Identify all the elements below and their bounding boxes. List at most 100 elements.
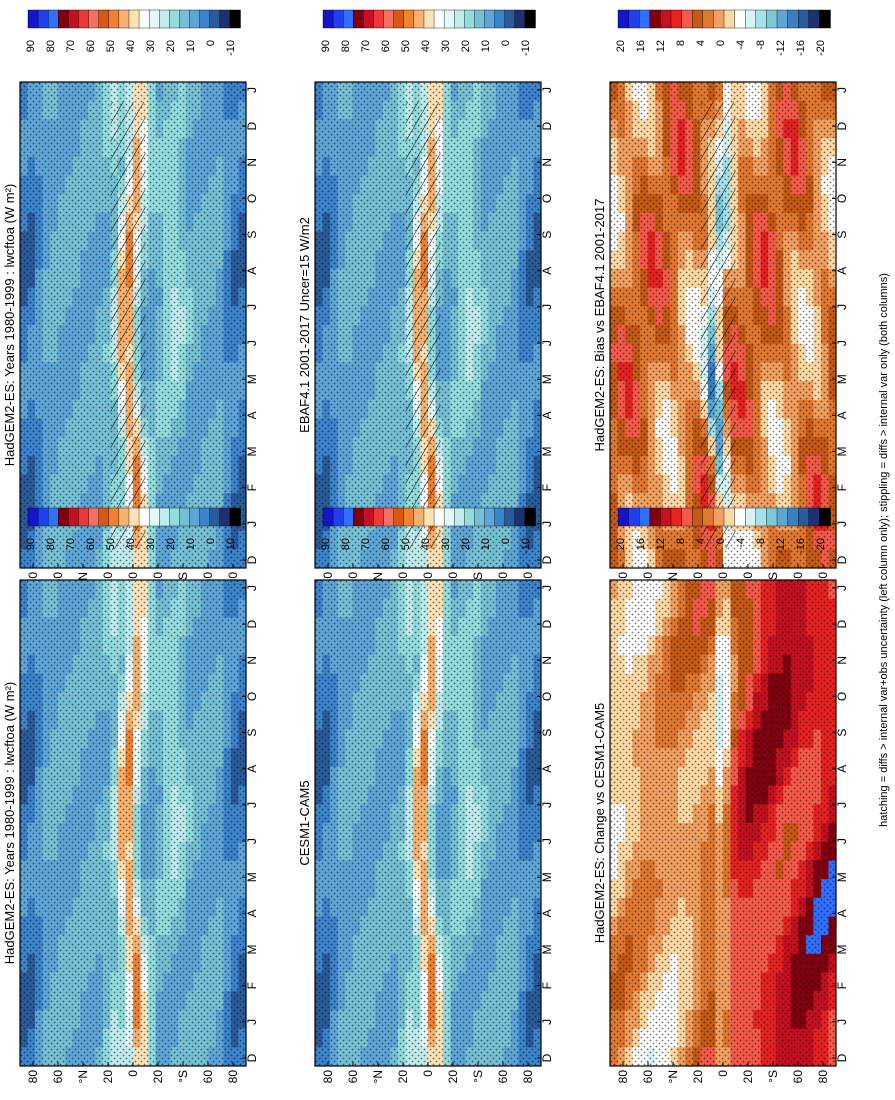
month-tick-label: M: [540, 447, 554, 457]
colorbar-label: 16: [635, 40, 647, 52]
colorbar-label: 20: [615, 40, 627, 52]
colorbar-label: 8: [675, 40, 687, 46]
month-tick-label: O: [835, 194, 849, 203]
colorbar-label: 60: [380, 538, 392, 550]
colorbar-label: 30: [145, 40, 157, 52]
colorbar-label: 90: [25, 538, 37, 550]
month-tick-label: D: [540, 121, 554, 130]
lat-tick-label: °N: [76, 1070, 90, 1083]
colorbar: 90 80 70 60 50 40 30 20 10 0 -10: [25, 507, 241, 554]
colorbar-label: 40: [125, 538, 137, 550]
colorbar-swatch: [484, 507, 496, 527]
lat-tick-label: 60: [346, 1070, 360, 1084]
colorbar-swatch: [27, 9, 39, 29]
colorbar-swatch: [423, 507, 435, 527]
colorbar-label: 60: [85, 40, 97, 52]
month-tick-label: N: [540, 656, 554, 665]
month-tick-label: F: [540, 982, 554, 989]
lat-tick-label: 60: [496, 1070, 510, 1084]
colorbar-label: 80: [340, 538, 352, 550]
panels: 80 60 °N 20 0 20 °S 60 80DJFMAMJJASONDJHadGEM2-E…: [2, 9, 849, 1084]
stippling-overlay: [315, 580, 541, 1066]
colorbar-swatch: [413, 507, 425, 527]
month-tick-label: D: [540, 1053, 554, 1062]
colorbar-swatch: [383, 9, 395, 29]
colorbar-label: 50: [400, 538, 412, 550]
colorbar-label: 40: [125, 40, 137, 52]
colorbar-swatch: [413, 9, 425, 29]
colorbar-swatch: [766, 9, 778, 29]
panel-title: HadGEM2-ES: Years 1980-1999 : lwcftoa (W…: [2, 184, 17, 467]
colorbar-label: 70: [65, 40, 77, 52]
month-tick-label: M: [540, 374, 554, 384]
month-tick-label: D: [245, 619, 259, 628]
heatmap-field: [20, 580, 246, 1066]
colorbar-swatch: [744, 9, 757, 29]
month-tick-label: J: [540, 1019, 554, 1025]
colorbar-swatch: [423, 9, 435, 29]
colorbar-label: 10: [480, 538, 492, 550]
colorbar-swatch: [787, 9, 799, 29]
month-tick-label: M: [835, 374, 849, 384]
colorbar-label: -20: [815, 40, 827, 56]
colorbar-swatch: [628, 9, 640, 29]
colorbar-swatch: [504, 507, 516, 527]
colorbar-swatch: [148, 507, 160, 527]
stippling-overlay: [20, 580, 246, 1066]
colorbar-label: 50: [400, 40, 412, 52]
colorbar-label: 70: [360, 40, 372, 52]
colorbar-label: 60: [380, 40, 392, 52]
lat-tick-label: 0: [421, 572, 435, 579]
month-tick-label: J: [245, 521, 259, 527]
colorbar-swatch: [433, 9, 445, 29]
colorbar-swatch: [138, 507, 150, 527]
colorbar-label: 12: [655, 40, 667, 52]
colorbar-swatch: [494, 9, 506, 29]
colorbar-swatch: [128, 9, 140, 29]
colorbar-swatch: [219, 507, 231, 527]
lat-tick-label: 60: [51, 1070, 65, 1084]
colorbar-swatch: [734, 9, 746, 29]
colorbar-swatch: [723, 9, 736, 29]
colorbar-swatch: [229, 507, 241, 527]
colorbar-swatch: [27, 507, 39, 527]
month-tick-label: M: [245, 374, 259, 384]
colorbar-swatch: [776, 9, 789, 29]
colorbar-swatch: [322, 507, 334, 527]
colorbar-swatch: [179, 507, 191, 527]
colorbar-swatch: [88, 9, 100, 29]
colorbar-label: 30: [440, 538, 452, 550]
month-tick-label: J: [245, 340, 259, 346]
month-tick-label: M: [540, 872, 554, 882]
colorbar-swatch: [88, 507, 100, 527]
colorbar-label: 30: [145, 538, 157, 550]
colorbar-swatch: [524, 9, 536, 29]
colorbar-swatch: [219, 9, 231, 29]
month-tick-label: J: [245, 838, 259, 844]
lat-tick-label: 0: [716, 572, 730, 579]
colorbar-swatch: [189, 9, 201, 29]
month-tick-label: N: [245, 656, 259, 665]
colorbar-swatch: [209, 9, 221, 29]
lat-tick-label: °S: [176, 1070, 190, 1083]
panel-title: CESM1-CAM5: [297, 780, 312, 865]
colorbar-label: 0: [500, 538, 512, 544]
month-tick-label: J: [540, 585, 554, 591]
panel-title: HadGEM2-ES: Bias vs EBAF4.1 2001-2017: [592, 199, 607, 452]
lat-tick-label: 80: [26, 1070, 40, 1084]
month-tick-label: N: [245, 158, 259, 167]
colorbar-swatch: [58, 9, 70, 29]
heatmap-field: [20, 82, 246, 568]
colorbar-swatch: [98, 9, 110, 29]
month-tick-label: D: [835, 121, 849, 130]
month-tick-label: M: [245, 447, 259, 457]
colorbar-swatch: [702, 9, 715, 29]
colorbar-swatch: [229, 9, 241, 29]
colorbar-label: -8: [755, 40, 767, 50]
hatching-overlay: [700, 102, 736, 548]
colorbar-swatch: [464, 507, 476, 527]
colorbar-label: -10: [520, 40, 532, 56]
month-tick-label: J: [835, 87, 849, 93]
lat-tick-label: °N: [371, 1070, 385, 1083]
